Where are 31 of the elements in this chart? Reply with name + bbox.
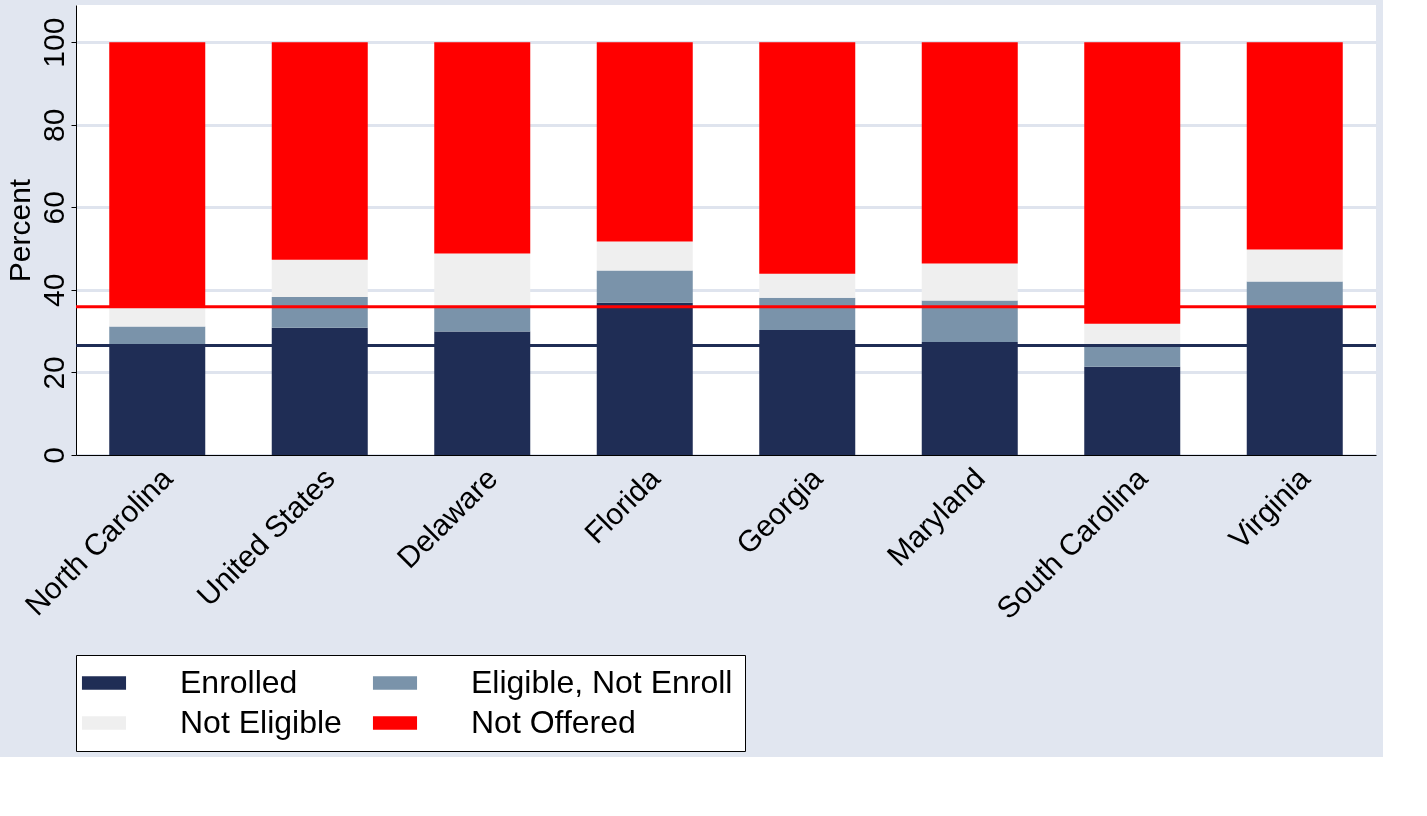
legend-label: Not Eligible: [180, 704, 342, 740]
bar: [434, 42, 531, 254]
bar: [109, 306, 206, 327]
bar: [1084, 366, 1181, 455]
y-tick-label: 80: [36, 108, 70, 142]
legend-label: Enrolled: [180, 664, 298, 700]
bar: [1246, 42, 1343, 250]
bar: [921, 42, 1018, 264]
y-tick-label: 60: [36, 191, 70, 225]
bar: [434, 306, 531, 332]
y-tick-label: 20: [36, 356, 70, 390]
y-axis-title: Percent: [2, 178, 36, 283]
bar: [759, 42, 856, 274]
bar: [1084, 344, 1181, 367]
bar: [759, 273, 856, 298]
bar: [1084, 323, 1181, 345]
bar: [921, 300, 1018, 342]
y-tick-label: 0: [36, 447, 70, 464]
bar: [271, 42, 368, 260]
bar: [434, 253, 531, 307]
legend-label: Not Offered: [471, 704, 636, 740]
legend-label: Eligible, Not Enroll: [471, 664, 733, 700]
y-tick-label: 40: [36, 273, 70, 308]
bar: [596, 241, 693, 271]
bar: [271, 296, 368, 328]
bar: [271, 259, 368, 297]
y-tick-label: 100: [36, 17, 70, 68]
bar: [596, 270, 693, 303]
bar: [921, 263, 1018, 301]
bar: [1246, 249, 1343, 282]
bar: [596, 42, 693, 242]
